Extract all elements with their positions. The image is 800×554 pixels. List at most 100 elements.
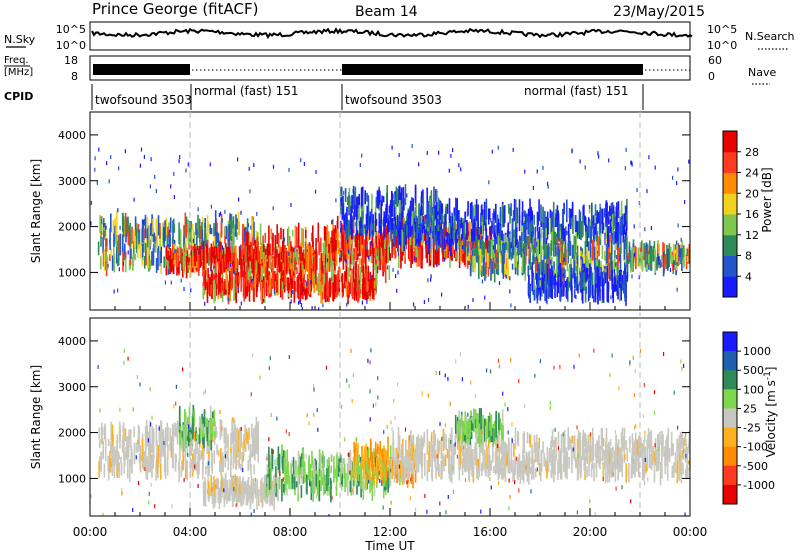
heatmap-cell bbox=[252, 253, 254, 262]
heatmap-cell bbox=[410, 430, 412, 447]
heatmap-cell bbox=[315, 460, 317, 476]
heatmap-cell bbox=[593, 462, 595, 482]
heatmap-cell bbox=[442, 252, 444, 260]
heatmap-cell bbox=[574, 236, 576, 259]
heatmap-cell bbox=[532, 244, 534, 259]
heatmap-cell bbox=[320, 470, 322, 492]
noise-tick-low-right: 10^0 bbox=[707, 39, 737, 52]
heatmap-cell bbox=[258, 489, 260, 507]
heatmap-cell bbox=[150, 157, 152, 162]
heatmap-cell bbox=[544, 210, 546, 235]
heatmap-cell bbox=[334, 274, 337, 292]
heatmap-cell bbox=[300, 279, 303, 293]
heatmap-cell bbox=[376, 443, 379, 455]
heatmap-cell bbox=[568, 267, 571, 282]
heatmap-cell bbox=[523, 210, 526, 217]
heatmap-cell bbox=[149, 259, 151, 270]
heatmap-cell bbox=[298, 462, 301, 485]
heatmap-cell bbox=[236, 231, 238, 240]
heatmap-cell bbox=[623, 427, 626, 450]
heatmap-cell bbox=[578, 267, 581, 290]
heatmap-cell bbox=[260, 265, 263, 277]
heatmap-cell bbox=[219, 242, 221, 265]
heatmap-cell bbox=[424, 223, 427, 231]
heatmap-cell bbox=[143, 228, 145, 241]
heatmap-cell bbox=[601, 245, 604, 259]
heatmap-cell bbox=[124, 243, 126, 256]
heatmap-cell bbox=[156, 458, 159, 473]
heatmap-cell bbox=[517, 465, 520, 472]
heatmap-cell bbox=[397, 252, 399, 257]
heatmap-cell bbox=[228, 224, 230, 246]
heatmap-cell bbox=[253, 221, 255, 245]
heatmap-cell bbox=[558, 249, 560, 270]
heatmap-cell bbox=[110, 155, 112, 160]
heatmap-cell bbox=[123, 436, 125, 460]
heatmap-cell bbox=[367, 265, 370, 282]
heatmap-cell bbox=[146, 456, 149, 480]
heatmap-cell bbox=[391, 457, 394, 479]
heatmap-cell bbox=[240, 488, 243, 507]
heatmap-cell bbox=[497, 456, 499, 474]
heatmap-cell bbox=[579, 159, 581, 164]
heatmap-cell bbox=[210, 454, 213, 471]
heatmap-cell bbox=[573, 235, 575, 245]
heatmap-cell bbox=[367, 461, 369, 473]
heatmap-cell bbox=[237, 212, 240, 236]
heatmap-cell bbox=[602, 448, 604, 461]
heatmap-cell bbox=[660, 258, 663, 268]
heatmap-cell bbox=[315, 251, 318, 270]
heatmap-cell bbox=[678, 244, 681, 257]
heatmap-cell bbox=[502, 233, 505, 250]
heatmap-cell bbox=[625, 205, 627, 215]
heatmap-cell bbox=[619, 255, 622, 279]
heatmap-cell bbox=[530, 466, 532, 475]
heatmap-cell bbox=[452, 230, 455, 241]
heatmap-cell bbox=[192, 463, 194, 473]
heatmap-cell bbox=[421, 438, 424, 449]
heatmap-cell bbox=[333, 456, 335, 469]
heatmap-cell bbox=[304, 242, 307, 264]
heatmap-cell bbox=[142, 240, 145, 253]
heatmap-cell bbox=[470, 255, 472, 266]
heatmap-cell bbox=[393, 207, 396, 221]
heatmap-cell bbox=[436, 198, 439, 219]
heatmap-cell bbox=[240, 257, 242, 278]
heatmap-cell bbox=[662, 252, 665, 277]
heatmap-cell bbox=[295, 256, 297, 270]
heatmap-cell bbox=[347, 239, 349, 244]
heatmap-cell bbox=[357, 264, 360, 284]
heatmap-cell bbox=[470, 229, 473, 236]
heatmap-cell bbox=[580, 221, 582, 241]
heatmap-cell bbox=[456, 234, 458, 252]
heatmap-cell bbox=[578, 209, 581, 227]
heatmap-cell bbox=[584, 240, 587, 263]
heatmap-cell bbox=[330, 243, 332, 259]
heatmap-cell bbox=[410, 245, 412, 268]
heatmap-cell bbox=[103, 233, 105, 241]
heatmap-cell bbox=[510, 303, 512, 308]
heatmap-cell bbox=[464, 211, 466, 223]
heatmap-cell bbox=[361, 248, 364, 264]
heatmap-cell bbox=[413, 251, 415, 262]
heatmap-cell bbox=[415, 203, 417, 224]
heatmap-cell bbox=[283, 457, 285, 472]
heatmap-cell bbox=[186, 459, 188, 481]
heatmap-cell bbox=[449, 216, 452, 239]
heatmap-cell bbox=[607, 282, 610, 291]
heatmap-cell bbox=[415, 215, 418, 239]
site-title: Prince George (fitACF) bbox=[92, 0, 258, 18]
heatmap-cell bbox=[657, 433, 660, 453]
heatmap-cell bbox=[600, 266, 602, 287]
heatmap-cell bbox=[341, 467, 344, 487]
heatmap-cell bbox=[556, 255, 558, 278]
heatmap-cell bbox=[618, 210, 621, 223]
heatmap-cell bbox=[369, 214, 371, 237]
heatmap-cell bbox=[310, 255, 312, 269]
heatmap-cell bbox=[344, 188, 347, 202]
heatmap-cell bbox=[550, 259, 552, 264]
heatmap-cell bbox=[667, 428, 670, 452]
heatmap-cell bbox=[550, 211, 553, 232]
heatmap-cell bbox=[579, 432, 582, 452]
heatmap-cell bbox=[219, 261, 222, 268]
